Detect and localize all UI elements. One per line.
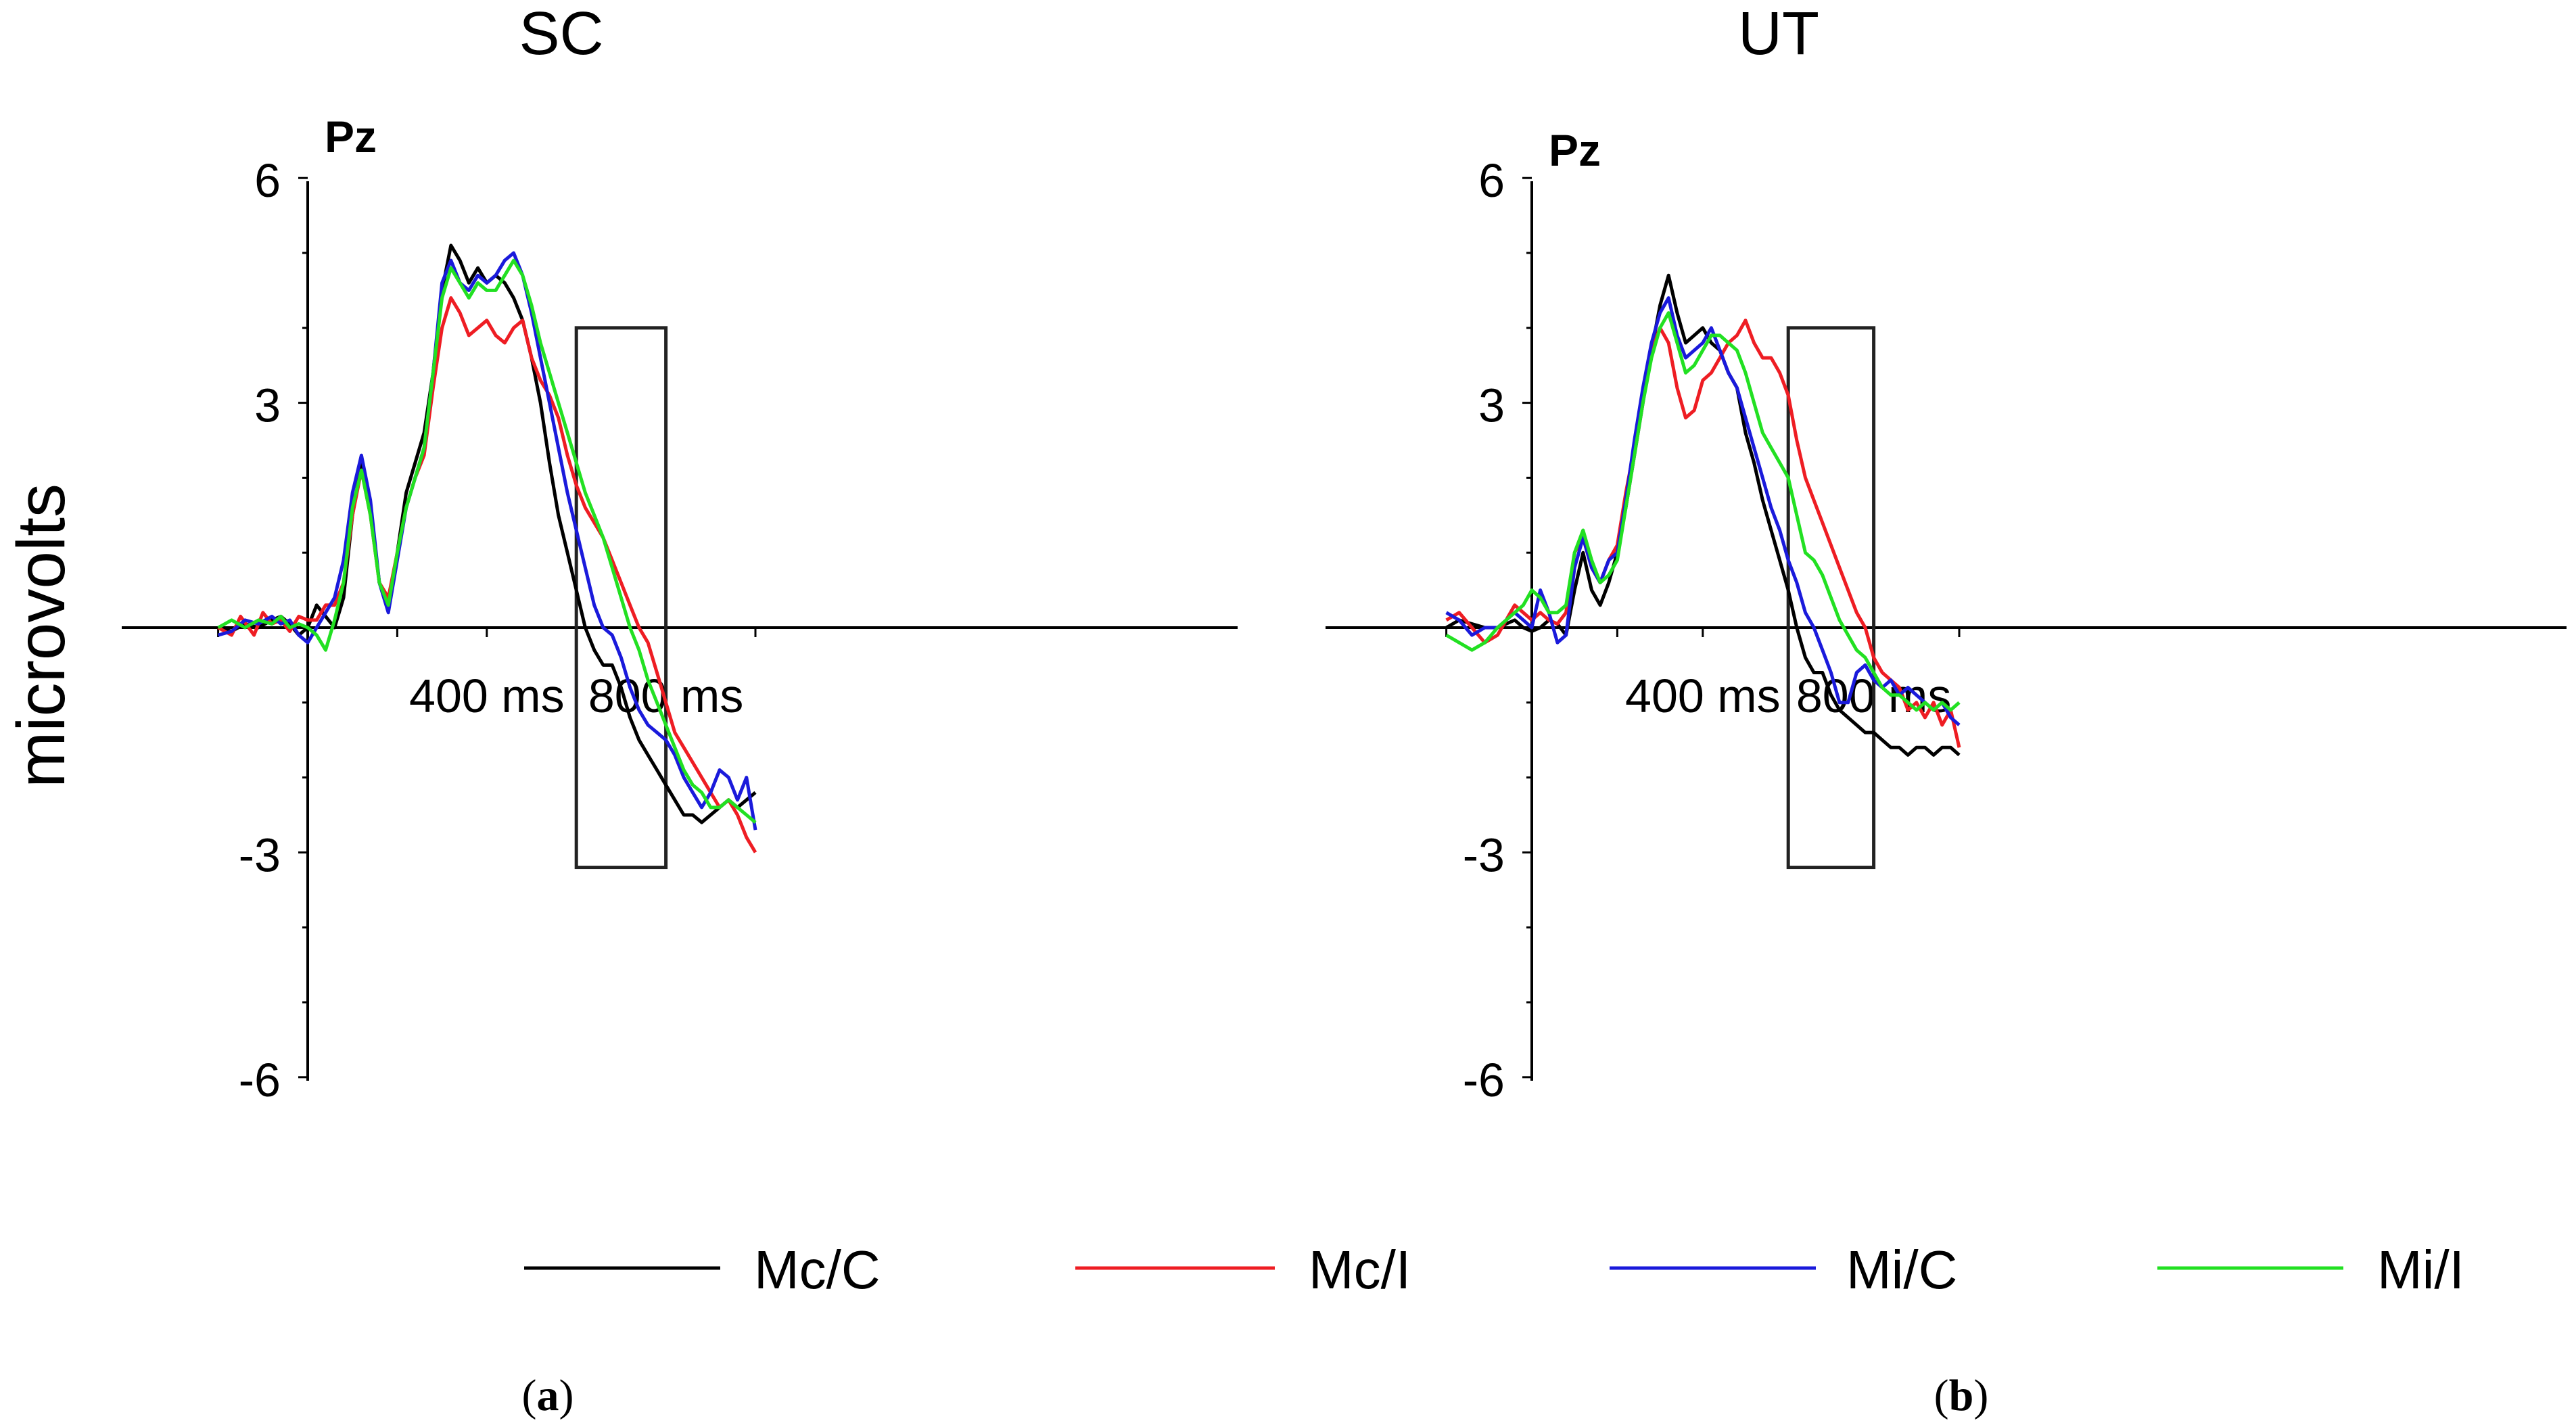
- y-tick-label: -6: [1463, 1054, 1505, 1106]
- y-tick-label: 3: [1478, 379, 1505, 432]
- channel-label: Pz: [1549, 125, 1601, 175]
- series-line-mc-c: [217, 243, 757, 824]
- legend-label: Mc/I: [1309, 1240, 1411, 1300]
- analysis-window-box: [574, 326, 668, 870]
- series-line-mi-c: [1445, 296, 1961, 726]
- y-tick-label: -3: [239, 828, 281, 881]
- chart-title: SC: [519, 0, 603, 68]
- y-tick-label: 6: [254, 154, 281, 207]
- x-ticks: 400 ms 800 ms: [217, 628, 757, 722]
- x-tick-label: 400 ms: [409, 670, 565, 722]
- y-ticks: 6 3 -3 -6: [239, 154, 308, 1106]
- series-line-mc-i: [217, 296, 757, 853]
- series-group: [1445, 273, 1961, 757]
- series-line-mc-i: [1445, 319, 1961, 748]
- y-tick-label: -6: [239, 1054, 281, 1106]
- legend-label: Mc/C: [754, 1240, 881, 1300]
- series-line-mc-c: [1445, 273, 1961, 757]
- chart-panel-ut: UT Pz 6 3 -3 -6 400 ms 800 ms (b): [1326, 0, 2567, 1420]
- y-tick-label: 6: [1478, 154, 1505, 207]
- series-line-mi-i: [217, 258, 757, 824]
- series-line-mi-i: [1445, 311, 1961, 712]
- legend: Mc/C Mc/I Mi/C Mi/I: [524, 1240, 2464, 1300]
- chart-title: UT: [1738, 0, 1819, 68]
- y-tick-label: -3: [1463, 828, 1505, 881]
- panel-label: (a): [522, 1371, 574, 1420]
- channel-label: Pz: [325, 112, 377, 162]
- y-ticks: 6 3 -3 -6: [1463, 154, 1532, 1106]
- panel-label: (b): [1934, 1371, 1989, 1420]
- x-tick-label: 400 ms: [1625, 670, 1781, 722]
- axes: [1326, 181, 2567, 1081]
- y-tick-label: 3: [254, 379, 281, 432]
- series-line-mi-c: [217, 251, 757, 831]
- x-ticks: 400 ms 800 ms: [1445, 628, 1961, 722]
- analysis-window: [574, 326, 668, 870]
- y-axis-label: microvolts: [3, 484, 79, 788]
- legend-label: Mi/C: [1846, 1240, 1957, 1300]
- series-group: [217, 243, 757, 853]
- chart-panel-sc: SC Pz 6 3 -3 -6 400 ms 800 ms (a): [122, 0, 1238, 1420]
- legend-label: Mi/I: [2377, 1240, 2464, 1300]
